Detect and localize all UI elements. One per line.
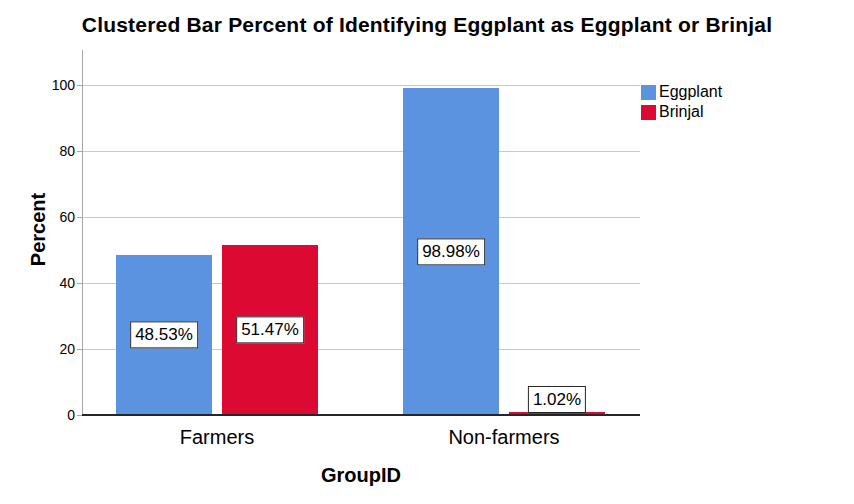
bar-value-label-eggplant-farmers: 48.53% (130, 321, 198, 348)
y-tick-label-20: 20 (26, 342, 75, 356)
y-axis-line (82, 50, 83, 415)
y-tick-mark-40 (77, 283, 82, 284)
gridline-60 (83, 217, 640, 218)
y-tick-label-100: 100 (26, 78, 75, 92)
y-tick-mark-60 (77, 217, 82, 218)
legend-label-brinjal: Brinjal (659, 104, 703, 120)
chart-canvas: Clustered Bar Percent of Identifying Egg… (0, 0, 854, 504)
y-tick-mark-20 (77, 349, 82, 350)
bar-value-label-brinjal-non-farmers: 1.02% (528, 386, 586, 413)
y-tick-mark-80 (77, 151, 82, 152)
y-tick-label-40: 40 (26, 276, 75, 290)
plot-area: 48.53% 51.47% 98.98% 1.02% (82, 50, 640, 415)
gridline-80 (83, 151, 640, 152)
bar-value-label-eggplant-non-farmers: 98.98% (417, 238, 485, 265)
y-tick-label-60: 60 (26, 210, 75, 224)
legend-swatch-brinjal (641, 105, 656, 120)
y-tick-mark-100 (77, 85, 82, 86)
legend-item-eggplant: Eggplant (641, 82, 722, 102)
gridline-100 (83, 85, 640, 86)
chart-title: Clustered Bar Percent of Identifying Egg… (0, 13, 854, 37)
legend-swatch-eggplant (641, 85, 656, 100)
x-axis-title: GroupID (321, 464, 401, 487)
legend-item-brinjal: Brinjal (641, 102, 722, 122)
y-tick-label-0: 0 (26, 408, 75, 422)
legend-label-eggplant: Eggplant (659, 84, 722, 100)
y-tick-label-80: 80 (26, 144, 75, 158)
x-axis-line (82, 414, 640, 416)
x-category-label-farmers: Farmers (180, 426, 254, 448)
y-axis-title: Percent (27, 170, 50, 290)
bar-value-label-brinjal-farmers: 51.47% (236, 316, 304, 343)
legend: Eggplant Brinjal (641, 82, 722, 122)
x-category-label-non-farmers: Non-farmers (448, 426, 559, 448)
